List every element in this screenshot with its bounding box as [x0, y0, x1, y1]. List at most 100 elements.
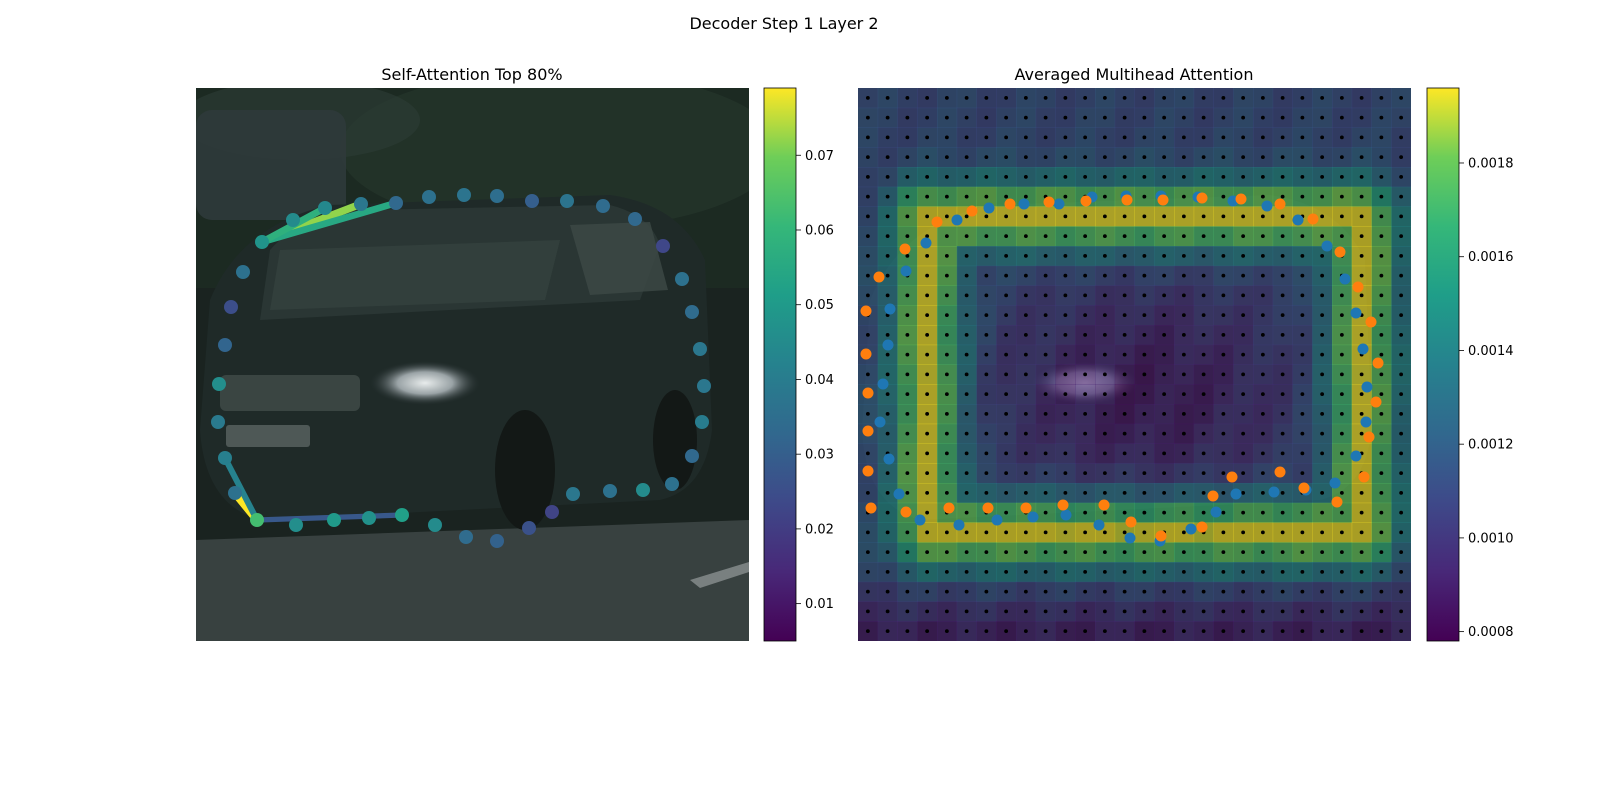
grid-dot — [1201, 293, 1206, 298]
grid-dot — [925, 510, 930, 515]
grid-dot — [1339, 569, 1344, 574]
grid-dot — [1004, 609, 1009, 614]
grid-dot — [1280, 490, 1285, 495]
grid-dot — [1043, 629, 1048, 634]
grid-dot — [1181, 589, 1186, 594]
grid-dot — [1142, 352, 1147, 357]
attention-point-7 — [490, 189, 504, 203]
grid-dot — [925, 629, 930, 634]
grid-dot — [1102, 115, 1107, 120]
reference-point-9 — [1027, 511, 1039, 523]
grid-dot — [1142, 95, 1147, 100]
grid-dot — [885, 293, 890, 298]
grid-dot — [1300, 253, 1305, 258]
grid-dot — [1023, 293, 1028, 298]
grid-dot — [1023, 352, 1028, 357]
grid-dot — [1241, 629, 1246, 634]
grid-dot — [905, 431, 910, 436]
grid-dot — [1399, 629, 1404, 634]
grid-dot — [1043, 471, 1048, 476]
grid-dot — [944, 214, 949, 219]
grid-dot — [984, 589, 989, 594]
grid-dot — [1280, 253, 1285, 258]
grid-dot — [1379, 95, 1384, 100]
grid-dot — [1241, 471, 1246, 476]
grid-dot — [1280, 372, 1285, 377]
grid-dot — [1280, 392, 1285, 397]
attention-point-14 — [685, 305, 699, 319]
grid-dot — [1399, 510, 1404, 515]
grid-dot — [1122, 372, 1127, 377]
grid-dot — [1083, 155, 1088, 160]
grid-dot — [1339, 550, 1344, 555]
grid-dot — [1162, 273, 1167, 278]
grid-dot — [1201, 115, 1206, 120]
grid-dot — [1142, 392, 1147, 397]
grid-dot — [1260, 431, 1265, 436]
grid-dot — [1102, 234, 1107, 239]
grid-dot — [964, 530, 969, 535]
grid-dot — [1043, 155, 1048, 160]
grid-dot — [1181, 411, 1186, 416]
grid-dot — [1280, 411, 1285, 416]
grid-dot — [1241, 293, 1246, 298]
grid-dot — [944, 293, 949, 298]
grid-dot — [885, 372, 890, 377]
grid-dot — [1201, 174, 1206, 179]
grid-dot — [1122, 95, 1127, 100]
grid-dot — [944, 115, 949, 120]
grid-dot — [1320, 155, 1325, 160]
grid-dot — [1004, 589, 1009, 594]
grid-dot — [1063, 194, 1068, 199]
grid-dot — [1320, 135, 1325, 140]
grid-dot — [1023, 530, 1028, 535]
grid-dot — [964, 313, 969, 318]
sampling-point-8 — [982, 502, 994, 514]
grid-dot — [1399, 569, 1404, 574]
grid-dot — [1260, 629, 1265, 634]
grid-dot — [925, 530, 930, 535]
grid-dot — [1004, 293, 1009, 298]
attention-point-27 — [428, 518, 442, 532]
grid-dot — [984, 530, 989, 535]
grid-dot — [1162, 490, 1167, 495]
grid-dot — [964, 194, 969, 199]
grid-dot — [1359, 530, 1364, 535]
grid-dot — [1102, 95, 1107, 100]
grid-dot — [885, 332, 890, 337]
sampling-point-33 — [1080, 195, 1092, 207]
grid-dot — [964, 392, 969, 397]
grid-dot — [1399, 332, 1404, 337]
grid-dot — [925, 293, 930, 298]
grid-dot — [1260, 273, 1265, 278]
grid-dot — [1359, 273, 1364, 278]
grid-dot — [1122, 313, 1127, 318]
grid-dot — [1379, 115, 1384, 120]
grid-dot — [964, 155, 969, 160]
grid-dot — [964, 214, 969, 219]
sampling-point-2 — [862, 387, 874, 399]
grid-dot — [1379, 431, 1384, 436]
grid-dot — [1083, 550, 1088, 555]
grid-dot — [1023, 234, 1028, 239]
sampling-point-10 — [1057, 499, 1069, 511]
grid-dot — [1162, 629, 1167, 634]
colorbar-tick-label-5: 0.06 — [805, 223, 834, 238]
grid-dot — [1102, 253, 1107, 258]
grid-dot — [1102, 155, 1107, 160]
grid-dot — [1260, 95, 1265, 100]
grid-dot — [1142, 234, 1147, 239]
grid-dot — [1300, 530, 1305, 535]
reference-point-22 — [1361, 381, 1373, 393]
grid-dot — [1379, 589, 1384, 594]
grid-dot — [1300, 174, 1305, 179]
grid-dot — [1300, 293, 1305, 298]
reference-point-38 — [920, 237, 932, 249]
grid-dot — [1379, 490, 1384, 495]
grid-dot — [964, 411, 969, 416]
grid-dot — [1379, 214, 1384, 219]
grid-dot — [1063, 569, 1068, 574]
grid-dot — [1142, 332, 1147, 337]
grid-dot — [1142, 372, 1147, 377]
grid-dot — [1320, 569, 1325, 574]
